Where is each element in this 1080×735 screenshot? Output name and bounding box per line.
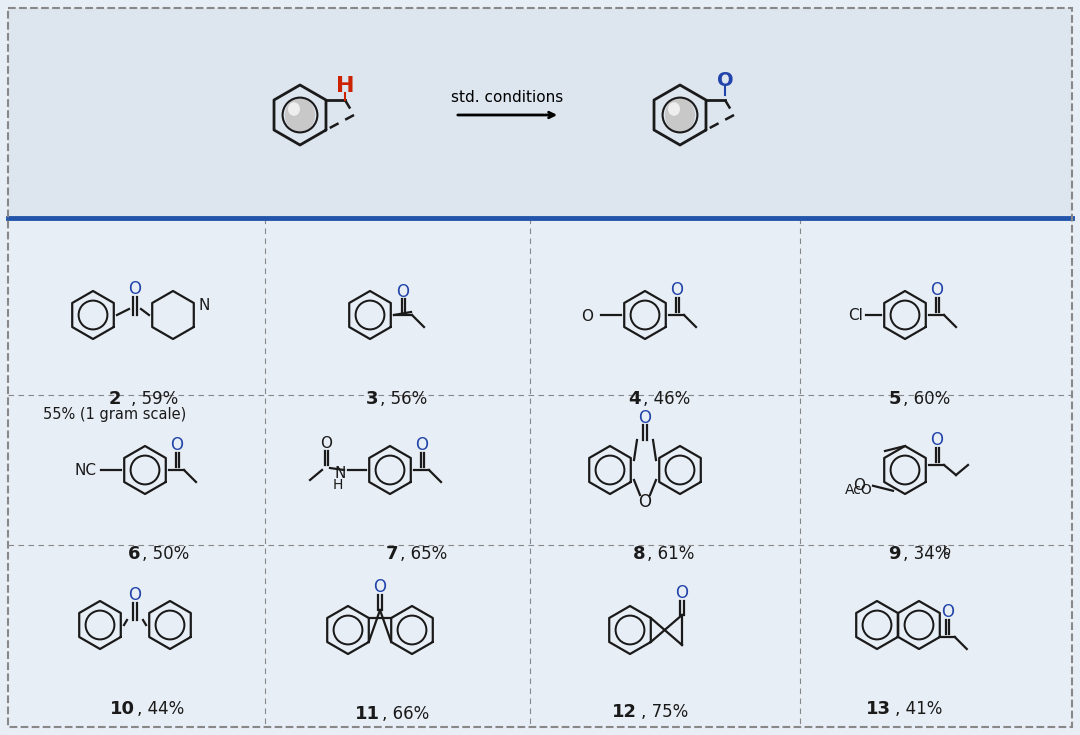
Text: O: O bbox=[320, 436, 332, 451]
Text: , 41%: , 41% bbox=[895, 700, 943, 718]
Ellipse shape bbox=[288, 102, 300, 115]
Text: 11: 11 bbox=[355, 705, 380, 723]
Text: 12: 12 bbox=[612, 703, 637, 721]
Text: 13: 13 bbox=[866, 700, 891, 718]
Text: H: H bbox=[333, 478, 343, 492]
Text: O: O bbox=[374, 578, 387, 596]
Text: 6: 6 bbox=[127, 545, 140, 563]
Text: O: O bbox=[931, 281, 944, 299]
Text: O: O bbox=[171, 436, 184, 454]
Text: O: O bbox=[931, 431, 944, 449]
Text: O: O bbox=[396, 283, 409, 301]
Ellipse shape bbox=[669, 102, 680, 115]
Text: AcO: AcO bbox=[846, 483, 873, 497]
Text: 7: 7 bbox=[386, 545, 399, 563]
Text: 5: 5 bbox=[889, 390, 901, 408]
Text: , 34%: , 34% bbox=[903, 545, 950, 563]
Text: Cl: Cl bbox=[848, 307, 863, 323]
Text: O: O bbox=[129, 280, 141, 298]
Text: NC: NC bbox=[75, 462, 96, 478]
Text: H: H bbox=[336, 76, 354, 96]
Text: 2: 2 bbox=[109, 390, 121, 408]
Text: , 61%: , 61% bbox=[647, 545, 694, 563]
Text: b: b bbox=[943, 545, 950, 558]
Text: , 65%: , 65% bbox=[400, 545, 447, 563]
Text: 9: 9 bbox=[889, 545, 901, 563]
Text: N: N bbox=[335, 465, 346, 481]
Ellipse shape bbox=[285, 98, 315, 132]
Text: O: O bbox=[675, 584, 689, 602]
Text: , 75%: , 75% bbox=[642, 703, 688, 721]
Text: , 46%: , 46% bbox=[643, 390, 690, 408]
Text: N: N bbox=[199, 298, 211, 312]
Bar bbox=[8, 8, 1072, 218]
Text: std. conditions: std. conditions bbox=[450, 90, 563, 105]
Ellipse shape bbox=[665, 98, 696, 132]
Text: O: O bbox=[638, 409, 651, 427]
Text: 8: 8 bbox=[633, 545, 645, 563]
Text: 3: 3 bbox=[365, 390, 378, 408]
Text: 4: 4 bbox=[629, 390, 642, 408]
Text: O: O bbox=[638, 493, 651, 511]
Text: O: O bbox=[717, 71, 733, 90]
Text: O: O bbox=[853, 478, 865, 493]
Text: , 44%: , 44% bbox=[137, 700, 185, 718]
Text: , 66%: , 66% bbox=[382, 705, 429, 723]
Text: O: O bbox=[942, 603, 955, 621]
Text: , 60%: , 60% bbox=[903, 390, 950, 408]
Text: , 56%: , 56% bbox=[380, 390, 428, 408]
Text: , 59%: , 59% bbox=[131, 390, 178, 408]
Text: O: O bbox=[671, 281, 684, 299]
Text: O: O bbox=[416, 436, 429, 454]
Text: 55% (1 gram scale): 55% (1 gram scale) bbox=[43, 407, 187, 422]
Text: 10: 10 bbox=[110, 700, 135, 718]
Text: , 50%: , 50% bbox=[141, 545, 189, 563]
Text: O: O bbox=[581, 309, 593, 323]
Text: O: O bbox=[129, 586, 141, 604]
